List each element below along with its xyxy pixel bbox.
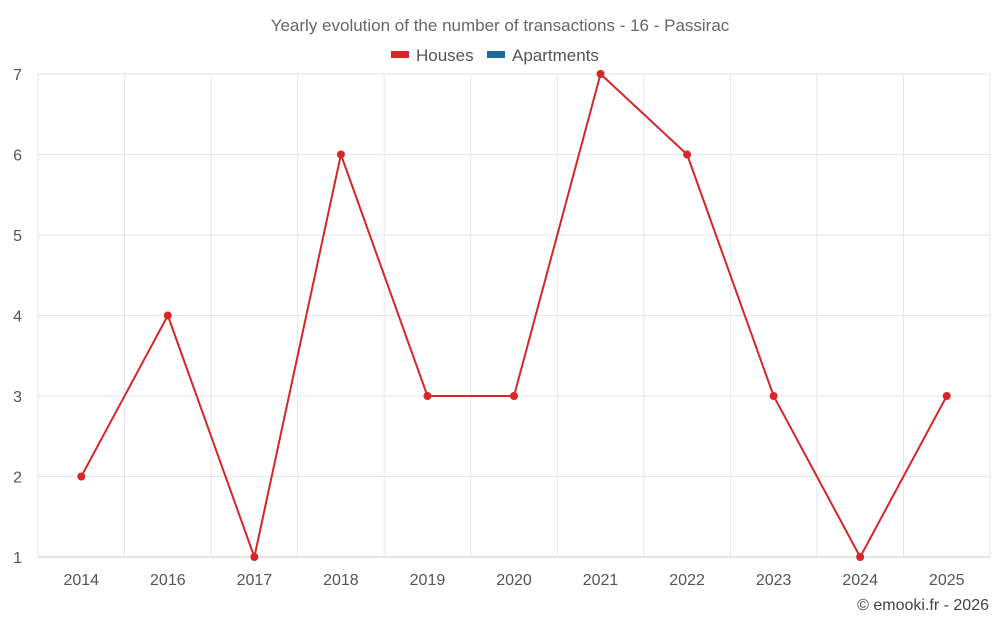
data-point-houses[interactable] [163,311,172,320]
credit: © emooki.fr - 2026 [857,597,989,614]
x-tick-label: 2018 [323,572,359,589]
legend-item-apartments[interactable]: Apartments [487,46,599,65]
x-tick-label: 2021 [583,572,619,589]
legend-swatch-apartments [487,51,505,58]
x-tick-label: 2023 [756,572,792,589]
data-point-houses[interactable] [77,472,86,481]
legend-item-houses[interactable]: Houses [391,46,474,65]
x-tick-label: 2017 [237,572,273,589]
data-point-houses[interactable] [856,553,865,561]
x-tick-label: 2025 [929,572,965,589]
y-tick-label: 7 [13,67,22,84]
legend: Houses Apartments [391,46,599,65]
data-point-houses[interactable] [942,392,951,400]
data-point-houses[interactable] [769,392,778,400]
x-tick-label: 2014 [63,572,99,589]
data-point-houses[interactable] [596,70,605,78]
y-tick-label: 3 [13,389,22,406]
data-point-houses[interactable] [250,553,259,561]
data-point-houses[interactable] [683,150,692,159]
x-tick-label: 2022 [669,572,705,589]
data-point-houses[interactable] [423,392,432,400]
legend-label-apartments: Apartments [512,46,599,65]
y-axis: 1 2 3 4 5 6 7 [13,67,22,567]
chart-title: Yearly evolution of the number of transa… [271,16,730,35]
legend-swatch-houses [391,51,409,58]
y-tick-label: 1 [13,550,22,567]
y-tick-label: 5 [13,228,22,245]
x-axis: 2014 2016 2017 2018 2019 2020 2021 2022 2023 2024… [63,572,964,589]
x-tick-label: 2019 [410,572,446,589]
legend-label-houses: Houses [416,46,474,65]
x-tick-label: 2024 [842,572,878,589]
x-tick-label: 2016 [150,572,186,589]
series-houses [77,70,951,561]
grid [37,73,991,558]
data-point-houses[interactable] [510,392,518,400]
x-tick-label: 2020 [496,572,532,589]
y-tick-label: 4 [13,309,22,326]
y-tick-label: 2 [13,470,22,487]
y-tick-label: 6 [13,148,22,165]
data-point-houses[interactable] [336,150,345,159]
